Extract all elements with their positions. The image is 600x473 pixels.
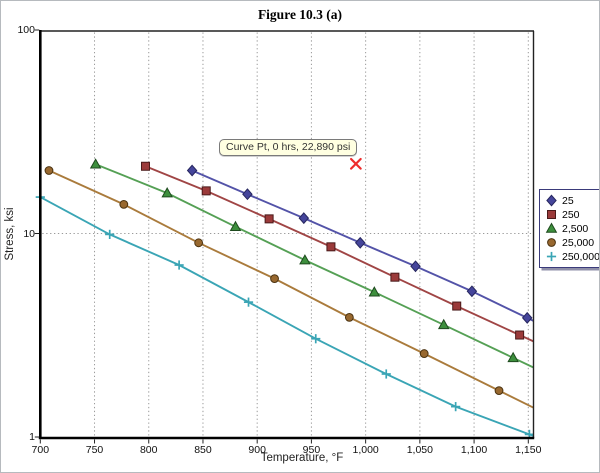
x-tick-label: 800 [139,444,158,456]
legend-label: 25,000 [562,236,595,249]
y-tick-label: 1 [29,431,35,443]
series-250 [140,161,534,343]
tooltip-text: Curve Pt, 0 hrs, 22,890 psi [226,141,351,153]
series-25 [186,164,534,324]
x-tick-label: 1,150 [515,444,542,456]
series-25,000 [44,166,534,409]
legend-label: 250 [562,208,580,221]
square-marker-icon [390,272,400,282]
square-marker-icon [201,186,211,196]
diamond-marker-icon [521,311,533,324]
diamond-marker-icon [354,236,366,249]
x-tick-label: 1,000 [352,444,379,456]
legend-label: 25 [562,194,574,207]
legend-item-250[interactable]: 250 [545,208,599,221]
legend-label: 2,500 [562,222,589,235]
square-marker-icon [140,161,150,171]
plus-marker-icon [243,297,254,307]
legend-item-25000[interactable]: 25,000 [545,236,599,249]
y-tick-label: 100 [17,24,35,36]
x-tick-label: 950 [302,444,321,456]
series-line-2,500 [95,163,534,369]
series-line-25 [191,169,534,322]
legend-item-2500[interactable]: 2,500 [545,222,599,235]
plus-marker-icon [546,251,557,262]
triangle-marker-icon [89,158,102,169]
tooltip: Curve Pt, 0 hrs, 22,890 psi [219,139,358,156]
circle-marker-icon [344,313,354,322]
diamond-marker-icon [242,188,253,201]
triangle-marker-icon [368,286,381,297]
circle-marker-icon [419,349,429,358]
plus-marker-icon [174,260,184,270]
plus-marker-icon [105,229,115,239]
triangle-marker-icon [161,187,173,198]
x-tick-label: 700 [31,444,50,456]
cursor-x-marker-icon [349,157,362,170]
square-marker-icon [452,301,462,311]
x-tick-label: 750 [85,444,104,456]
square-marker-icon [515,330,525,340]
circle-legend-icon [547,238,556,247]
square-marker-icon [547,210,556,219]
x-tick-label: 900 [248,444,266,456]
plus-legend-icon [546,251,557,262]
legend-label: 250,000 [562,250,600,263]
x-tick-label: 1,050 [406,444,433,456]
y-tick-label: 10 [23,227,35,240]
series-line-250 [145,165,534,343]
square-marker-icon [264,214,274,224]
legend-item-25[interactable]: 25 [545,194,599,207]
circle-marker-icon [119,199,129,209]
series-2,500 [89,158,534,369]
diamond-marker-icon [298,212,310,225]
diamond-marker-icon [410,260,421,273]
diamond-marker-icon [186,164,198,177]
circle-marker-icon [270,274,279,284]
triangle-marker-icon [507,351,519,363]
circle-marker-icon [494,386,504,396]
triangle-marker-icon [437,318,450,330]
square-marker-icon [326,242,336,252]
legend: 25 250 2,500 25,000 250,000 [539,189,600,268]
circle-marker-icon [547,238,556,247]
circle-marker-icon [44,166,54,175]
triangle-legend-icon [545,222,558,233]
triangle-marker-icon [229,220,242,231]
square-legend-icon [547,210,556,219]
triangle-marker-icon [299,254,311,265]
x-tick-label: 850 [194,444,212,456]
x-axis-label: Temperature, °F [260,452,344,464]
diamond-legend-icon [546,194,557,207]
x-tick-label: 1,100 [460,444,488,456]
plus-marker-icon [311,334,321,344]
legend-item-250000[interactable]: 250,000 [545,250,600,263]
diamond-marker-icon [546,194,557,207]
plus-marker-icon [381,369,391,379]
circle-marker-icon [194,238,204,248]
chart-title: Figure 10.3 (a) [257,7,343,22]
triangle-marker-icon [545,222,558,233]
x-stroke-2 [349,157,362,170]
plus-marker-icon [451,402,461,412]
series-line-25,000 [48,169,534,409]
plot-background [40,31,534,438]
diamond-marker-icon [466,285,478,298]
